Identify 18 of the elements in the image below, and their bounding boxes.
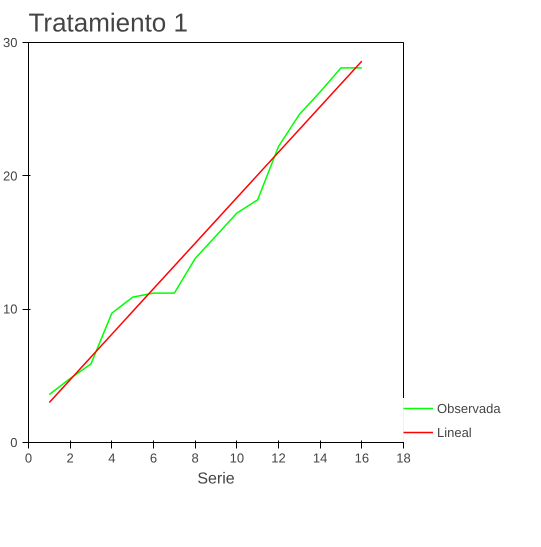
x-tick-label: 16 — [354, 450, 370, 466]
x-tick-label: 8 — [192, 450, 199, 466]
x-tick-label: 12 — [271, 450, 286, 466]
x-tick-label: 10 — [230, 450, 244, 466]
y-tick-label: 10 — [3, 302, 18, 317]
x-tick-label: 14 — [312, 450, 328, 466]
legend-label: Lineal — [437, 424, 472, 440]
x-tick-label: 18 — [396, 450, 411, 466]
legend-label: Observada — [437, 400, 501, 416]
x-tick-label: 0 — [24, 450, 32, 466]
y-tick-label: 20 — [3, 168, 18, 184]
x-axis-title: Serie — [197, 470, 235, 488]
x-tick-label: 6 — [150, 450, 158, 466]
chart-title: Tratamiento 1 — [28, 8, 188, 38]
x-tick-label: 2 — [66, 450, 74, 466]
y-tick-label: 30 — [3, 35, 18, 50]
y-tick-label: 0 — [10, 435, 18, 450]
x-tick-label: 4 — [108, 450, 116, 466]
